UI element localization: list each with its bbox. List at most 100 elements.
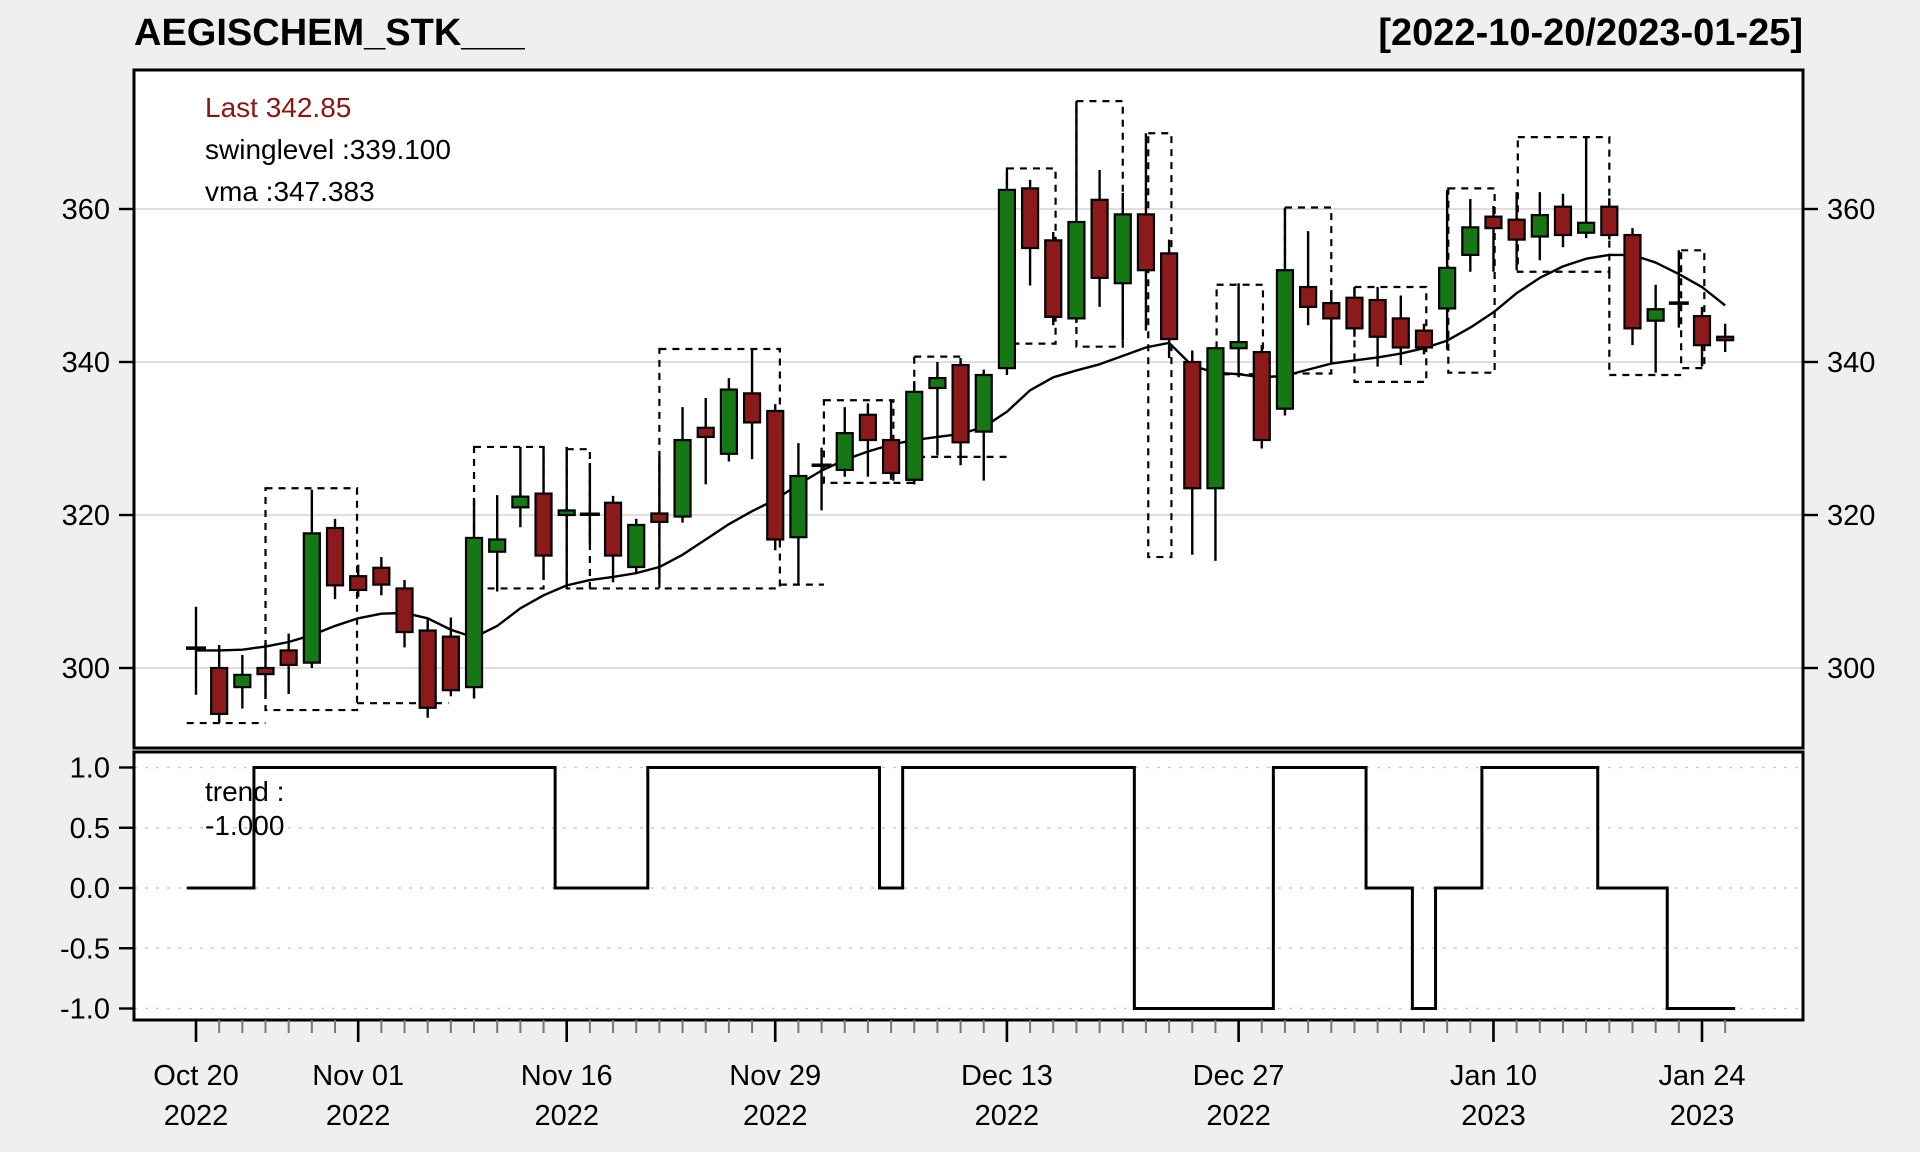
x-axis-label-year: 2022 bbox=[975, 1100, 1040, 1132]
candle-body bbox=[1206, 347, 1225, 490]
swing-level-box bbox=[264, 487, 359, 712]
x-axis-label-month: Jan 10 bbox=[1450, 1060, 1537, 1092]
candle-body bbox=[673, 438, 692, 518]
candle-body bbox=[696, 426, 715, 439]
date-range-label: [2022-10-20/2023-01-25] bbox=[1378, 12, 1803, 54]
price-tick-label-left: 320 bbox=[62, 500, 110, 532]
price-tick-label-right: 360 bbox=[1827, 194, 1875, 226]
price-tick-label-left: 300 bbox=[62, 653, 110, 685]
candle-body bbox=[1345, 296, 1364, 330]
candle-body bbox=[1484, 215, 1503, 230]
candle-body bbox=[349, 575, 368, 592]
price-tick-label-right: 300 bbox=[1827, 653, 1875, 685]
candle-body bbox=[1461, 226, 1480, 257]
candle-body bbox=[256, 666, 275, 676]
candle-body bbox=[766, 409, 785, 541]
candle-body bbox=[557, 509, 576, 517]
main-panel-border bbox=[132, 68, 1805, 750]
trend-tick-label: -1.0 bbox=[60, 994, 110, 1026]
candle-body bbox=[627, 523, 646, 569]
x-axis-label-year: 2022 bbox=[1206, 1100, 1271, 1132]
candle-body bbox=[1299, 285, 1318, 309]
candle-body bbox=[1090, 198, 1109, 279]
price-tick-label-right: 340 bbox=[1827, 347, 1875, 379]
x-axis-label-month: Dec 13 bbox=[961, 1060, 1053, 1092]
candle-body bbox=[1692, 315, 1712, 347]
candle-body bbox=[441, 635, 460, 692]
candle-body bbox=[534, 492, 553, 557]
page-title: AEGISCHEM_STK___ bbox=[134, 12, 525, 54]
candle-body bbox=[302, 532, 321, 664]
candle-body bbox=[1438, 266, 1457, 310]
x-axis-label-month: Nov 01 bbox=[312, 1060, 404, 1092]
price-tick-label-left: 340 bbox=[62, 347, 110, 379]
candle-body bbox=[1646, 308, 1665, 322]
candle-body bbox=[881, 438, 901, 475]
candle-body bbox=[835, 432, 854, 471]
candle-body bbox=[1600, 205, 1619, 237]
trend-label-value: -1.000 bbox=[205, 810, 285, 841]
candle-body bbox=[1391, 317, 1410, 349]
candle-body bbox=[418, 629, 437, 709]
candle-body bbox=[1252, 350, 1271, 442]
candle-body bbox=[1044, 239, 1063, 318]
candle-body bbox=[372, 566, 391, 586]
candle-body bbox=[1322, 301, 1341, 320]
trend-panel bbox=[134, 752, 1803, 1020]
candle-body bbox=[928, 376, 947, 390]
candle-body bbox=[1067, 220, 1086, 320]
candle-body bbox=[210, 666, 229, 716]
candle-body bbox=[1577, 221, 1596, 234]
candle-body bbox=[1623, 233, 1642, 330]
candle-body bbox=[325, 526, 345, 587]
trend-step-line bbox=[186, 766, 1736, 1010]
candle-body bbox=[951, 363, 970, 444]
candle-body bbox=[789, 474, 808, 539]
candle-body bbox=[858, 413, 878, 442]
candle-body bbox=[1716, 335, 1735, 342]
candle-body bbox=[650, 512, 669, 523]
x-axis-label-month: Nov 16 bbox=[521, 1060, 613, 1092]
candle-body bbox=[1183, 360, 1202, 490]
trend-panel-border bbox=[132, 750, 1805, 1022]
x-axis-label-month: Jan 24 bbox=[1658, 1060, 1745, 1092]
candle-body bbox=[1275, 269, 1295, 410]
candle-body bbox=[1136, 213, 1156, 272]
candle-body bbox=[1414, 329, 1434, 349]
candle-body bbox=[1160, 252, 1179, 341]
x-axis-label-month: Nov 29 bbox=[729, 1060, 821, 1092]
x-axis-label-year: 2022 bbox=[743, 1100, 808, 1132]
candle-body bbox=[1020, 187, 1040, 250]
trend-tick-label: 0.0 bbox=[70, 873, 110, 905]
x-axis-label-year: 2022 bbox=[326, 1100, 391, 1132]
x-axis-label-year: 2022 bbox=[164, 1100, 229, 1132]
candle-body bbox=[464, 536, 484, 689]
x-axis-label-year: 2022 bbox=[534, 1100, 599, 1132]
candle-body bbox=[742, 392, 762, 424]
candle-body bbox=[974, 373, 993, 433]
candle-body bbox=[488, 538, 507, 553]
trend-label-title: trend : bbox=[205, 776, 285, 807]
x-axis-label-month: Dec 27 bbox=[1193, 1060, 1285, 1092]
trend-tick-label: 0.5 bbox=[70, 813, 110, 845]
candle-body bbox=[1229, 341, 1248, 350]
candle-body bbox=[1530, 214, 1549, 238]
legend-last-price: Last 342.85 bbox=[205, 92, 352, 123]
candle-body bbox=[1113, 213, 1132, 285]
candle-body bbox=[603, 501, 623, 557]
candle-body bbox=[233, 673, 252, 689]
legend-swinglevel: swinglevel :339.100 bbox=[205, 134, 451, 165]
x-axis-label-month: Oct 20 bbox=[153, 1060, 238, 1092]
candle-body bbox=[279, 649, 298, 667]
trend-tick-label: -0.5 bbox=[60, 933, 110, 965]
candle-body bbox=[1368, 298, 1387, 338]
candle-body bbox=[1507, 218, 1526, 241]
candle-body bbox=[997, 188, 1017, 370]
price-tick-label-right: 320 bbox=[1827, 500, 1875, 532]
x-axis-label-year: 2023 bbox=[1670, 1100, 1735, 1132]
candle-body bbox=[395, 587, 414, 634]
candle-body bbox=[1553, 205, 1573, 237]
candle-body bbox=[511, 495, 530, 509]
